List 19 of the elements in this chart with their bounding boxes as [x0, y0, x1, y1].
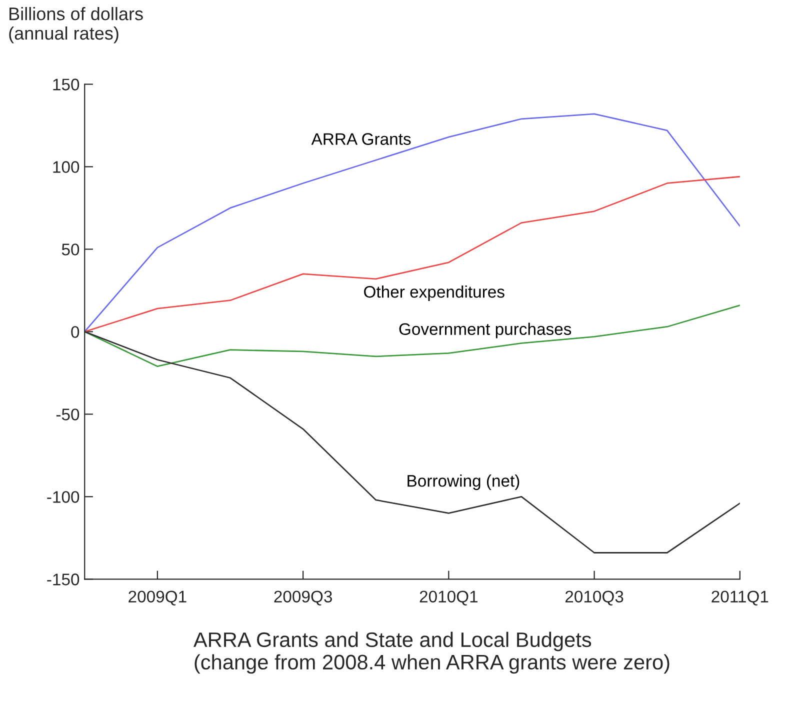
y-tick-label: 150: [53, 78, 80, 90]
y-tick-label: -50: [56, 408, 80, 420]
x-tick-label: 2009Q1: [128, 590, 186, 606]
line-series: [84, 304, 740, 368]
x-tick-label: 2011Q1: [712, 590, 768, 606]
x-tick-label: 2010Q1: [420, 590, 478, 606]
text: ARRA Grants and State and Local Budgets (change from 2008.4 when ARRA grants were zero): [193, 632, 670, 674]
series-label: Other expenditures: [364, 286, 504, 302]
y-tick-label: 0: [71, 326, 80, 338]
y-tick-label: 100: [53, 161, 80, 173]
y-tick-label: -100: [47, 491, 80, 503]
y-tick-label: 50: [62, 244, 80, 256]
series-label: Borrowing (net): [408, 474, 520, 490]
y-tick-label: -150: [47, 574, 80, 586]
series-label: Government purchases: [399, 322, 572, 338]
x-tick-label: 2009Q3: [274, 590, 332, 606]
y-axis-title: Billions of dollars (annual rates): [9, 7, 143, 44]
series-label: ARRA Grants: [311, 133, 411, 145]
x-tick-label: 2010Q3: [565, 590, 624, 606]
